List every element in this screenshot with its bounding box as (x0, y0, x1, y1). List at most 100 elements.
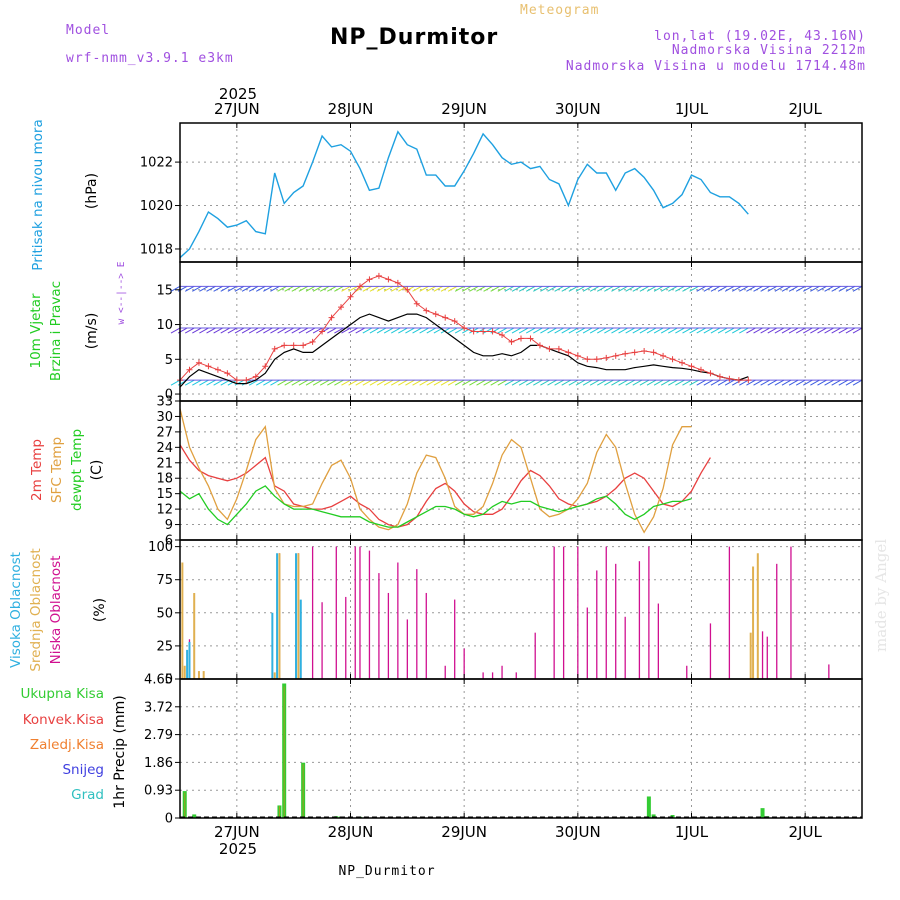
wind-barb (731, 379, 742, 386)
wind-barb (639, 327, 650, 334)
wind-barb (199, 285, 209, 292)
wind-barb (312, 327, 323, 334)
date-label-bottom: 2JUL (789, 823, 823, 841)
y-tick-label: 25 (156, 639, 173, 654)
wind-barb (668, 379, 678, 386)
y-tick-label: 0 (165, 673, 173, 688)
wind-gust-marker (641, 347, 648, 354)
wind-gust-marker (735, 377, 742, 384)
wind-barb (298, 285, 309, 292)
wind-barb (582, 285, 593, 292)
wind-barb (845, 379, 856, 386)
wind-barb (817, 285, 827, 292)
coords-label: lon,lat (19.02E, 43.16N) (654, 29, 866, 44)
wind-gust-marker (679, 359, 686, 366)
wind-barb (355, 379, 365, 386)
wind-barb (497, 285, 508, 292)
wind-gust-marker (593, 356, 600, 363)
wind-barb (312, 379, 323, 386)
wind-barb (803, 379, 813, 386)
wind-gust-marker (622, 350, 629, 357)
wind-barb (483, 285, 493, 292)
wind-barb (291, 285, 302, 292)
wind-barb (390, 285, 401, 292)
wind-barb (369, 285, 380, 292)
wind-barb (170, 285, 181, 292)
wind-barb (454, 379, 465, 386)
wind-barb (788, 285, 799, 292)
wind-barb (383, 285, 394, 292)
wind-barb (639, 285, 650, 292)
wind-barb (284, 327, 294, 334)
wind-barb (341, 285, 351, 292)
precip-conv-label: Konvek.Kisa (23, 712, 104, 728)
wind-barb (710, 285, 721, 292)
wind-barb (355, 327, 365, 334)
wind-barb (192, 327, 202, 334)
y-tick-label: 24 (156, 441, 173, 456)
wind-barb (795, 379, 806, 386)
wind-barb (589, 379, 600, 386)
wind-gust-marker (413, 300, 420, 307)
wind-gust-marker (631, 349, 638, 356)
wind-gust-marker (347, 293, 354, 300)
wind-barb (582, 327, 593, 334)
wind-barb (604, 285, 614, 292)
wind-gust-marker (546, 345, 553, 352)
wind-barb (469, 379, 479, 386)
wind-barb (511, 327, 522, 334)
wind-gust-marker (574, 352, 581, 359)
wind-barb (724, 379, 735, 386)
station-title: NP_Durmitor (330, 25, 498, 50)
model-label: Model (66, 23, 110, 38)
wind-barb (646, 285, 657, 292)
wind-barb (810, 327, 820, 334)
wind-barb (639, 379, 650, 386)
wind-barb (518, 379, 529, 386)
temp2m-label: 2m Temp (29, 439, 45, 501)
wind-barb (589, 327, 600, 334)
wind-barb (440, 285, 451, 292)
wind-barb (334, 327, 344, 334)
wind-barb (852, 379, 863, 386)
wind-barb (298, 379, 309, 386)
wind-gust-marker (480, 328, 487, 335)
wind-barb (327, 285, 337, 292)
wind-gust-marker (612, 352, 619, 359)
date-label-top: 30JUN (555, 100, 601, 118)
wind-gust-marker (432, 311, 439, 318)
wind-barb (341, 379, 351, 386)
wind-gust-marker (290, 342, 297, 349)
wind-barb (334, 285, 344, 292)
dewpt-line (179, 485, 692, 528)
wind-barb (248, 285, 259, 292)
wind-gust-marker (205, 363, 212, 370)
precip-frz-label: Zaledj.Kisa (30, 737, 104, 753)
precip-total-bar (651, 814, 656, 818)
wind-barb (341, 327, 351, 334)
wind-barb (746, 327, 756, 334)
wind-barb (703, 327, 714, 334)
wind-barb (817, 327, 827, 334)
wind-barb (348, 379, 358, 386)
wind-barb (426, 379, 436, 386)
wind-barb (731, 285, 742, 292)
wind-barb (284, 379, 294, 386)
wind-barb (810, 285, 820, 292)
wind-barb (646, 379, 657, 386)
date-label-top: 2JUL (789, 100, 823, 118)
precip-total-label: Ukupna Kisa (21, 686, 104, 702)
y-tick-label: 27 (156, 425, 173, 440)
wind-barb (362, 285, 373, 292)
wind-barb (234, 379, 245, 386)
wind-barb (305, 327, 316, 334)
wind-barb (199, 379, 209, 386)
wind-barb (767, 379, 777, 386)
wind-barb (618, 327, 628, 334)
precip-total-bar (760, 808, 765, 818)
wind-barb (561, 285, 571, 292)
wind-barb (852, 285, 863, 292)
pressure-unit: (hPa) (84, 173, 100, 209)
wind-barb (390, 327, 401, 334)
wind-barb (447, 327, 458, 334)
